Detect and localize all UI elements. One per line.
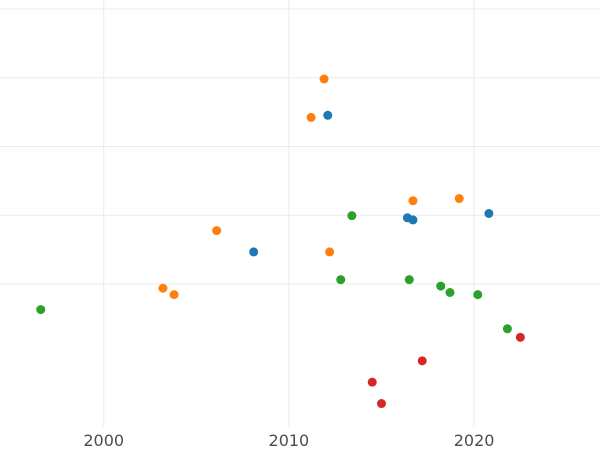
data-point [408, 196, 418, 206]
data-point [325, 247, 335, 257]
data-point [408, 215, 418, 225]
data-point [473, 290, 483, 300]
gridlines [0, 0, 600, 427]
data-point [436, 281, 446, 291]
data-point [212, 226, 222, 236]
data-point [36, 305, 46, 315]
data-point [306, 112, 316, 122]
data-point [158, 283, 168, 293]
data-point [319, 74, 329, 84]
data-point [502, 324, 512, 334]
data-point [445, 287, 455, 297]
data-point [376, 399, 386, 409]
data-point [347, 211, 357, 221]
data-point [323, 110, 333, 120]
data-point [417, 356, 427, 366]
data-point [249, 247, 259, 257]
data-point [169, 290, 179, 300]
x-tick-label: 2010 [269, 431, 310, 450]
x-axis-ticks: 2000 2010 2020 [83, 431, 494, 450]
data-points [36, 74, 525, 409]
data-point [454, 194, 464, 204]
data-point [367, 377, 377, 387]
x-tick-label: 2020 [454, 431, 495, 450]
data-point [336, 275, 346, 285]
data-point [404, 275, 414, 285]
data-point [484, 209, 494, 218]
data-point [515, 332, 525, 342]
x-tick-label: 2000 [83, 431, 124, 450]
